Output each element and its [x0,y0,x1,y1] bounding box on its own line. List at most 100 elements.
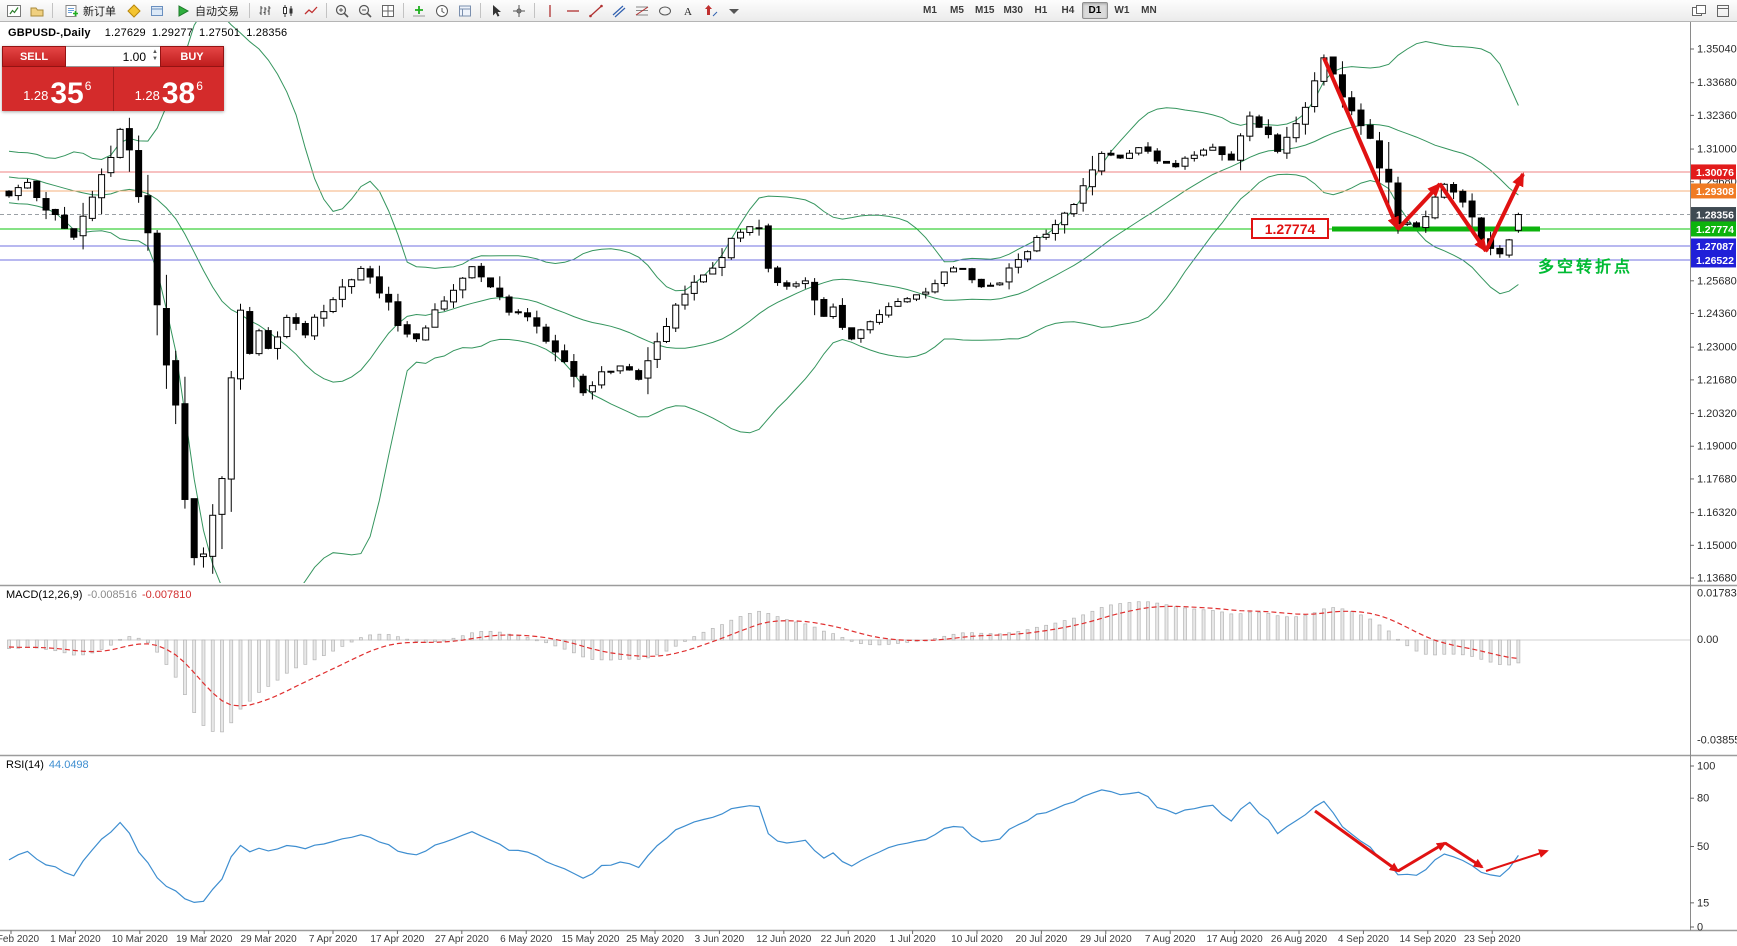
spin-down-icon[interactable]: ▼ [152,56,158,62]
svg-text:80: 80 [1697,793,1709,805]
svg-text:1.20320: 1.20320 [1697,408,1737,420]
turning-point-note: 多空转折点 [1538,259,1634,276]
arrange-windows-icon[interactable] [1688,2,1710,20]
sell-price-prefix: 1.28 [23,88,49,103]
svg-text:26 Aug 2020: 26 Aug 2020 [1271,934,1328,945]
svg-text:29 Mar 2020: 29 Mar 2020 [241,934,298,945]
timeframe-m5[interactable]: M5 [950,5,964,16]
sell-price-display[interactable]: 1.28 35 6 [2,67,114,111]
line-chart-icon[interactable] [300,2,322,20]
autotrading-play-icon [175,2,191,20]
timeframe-m30[interactable]: M30 [1003,5,1023,16]
new-chart-icon[interactable] [3,2,25,20]
close-value: 1.28356 [246,27,288,39]
svg-text:25 May 2020: 25 May 2020 [626,934,684,945]
rsi-value: 44.0498 [48,759,89,771]
svg-text:19 Mar 2020: 19 Mar 2020 [176,934,233,945]
buy-button[interactable]: BUY [160,46,224,67]
svg-text:12 Jun 2020: 12 Jun 2020 [756,934,811,945]
crosshair-icon[interactable] [508,2,530,20]
trendline-icon[interactable] [585,2,607,20]
svg-text:14 Sep 2020: 14 Sep 2020 [1399,934,1456,945]
buy-price-prefix: 1.28 [134,88,160,103]
svg-text:0: 0 [1697,922,1703,934]
fibonacci-icon[interactable] [631,2,653,20]
profiles-icon[interactable] [26,2,48,20]
buy-price-big: 38 [161,77,196,110]
market-watch-icon[interactable] [146,2,168,20]
symbol-period-label: GBPUSD-,Daily [8,27,91,39]
buy-price-display[interactable]: 1.28 38 6 [113,67,224,111]
zoom-in-icon[interactable] [331,2,353,20]
chart-canvas[interactable]: 1.350401.336801.323601.310001.296801.256… [0,22,1737,946]
objects-dropdown-icon[interactable] [723,2,745,20]
svg-text:17 Aug 2020: 17 Aug 2020 [1207,934,1264,945]
svg-text:-0.038559: -0.038559 [1697,734,1737,746]
volume-spinner[interactable]: ▲ ▼ [152,49,158,63]
sell-price-pipette: 6 [84,79,92,93]
toolbar-separator [52,3,53,18]
svg-text:1.28356: 1.28356 [1696,210,1734,222]
svg-text:1.32360: 1.32360 [1697,110,1737,122]
volume-input[interactable]: 1.00 ▲ ▼ [66,46,160,67]
new-order-icon [63,2,79,20]
candlestick-chart-icon[interactable] [277,2,299,20]
svg-text:1.24360: 1.24360 [1697,308,1737,320]
tile-windows-icon[interactable] [377,2,399,20]
svg-text:100: 100 [1697,761,1715,773]
bar-chart-icon[interactable] [254,2,276,20]
rsi-name: RSI(14) [6,759,44,771]
macd-signal-value: -0.007810 [141,589,192,601]
svg-text:0.00: 0.00 [1697,634,1718,646]
timeframe-d1[interactable]: D1 [1081,2,1108,19]
svg-text:15 May 2020: 15 May 2020 [562,934,620,945]
one-click-trading-panel: SELL 1.00 ▲ ▼ BUY 1.28 35 6 1.28 38 6 [2,46,224,111]
periods-icon[interactable] [431,2,453,20]
vertical-line-icon[interactable] [539,2,561,20]
autotrading-button[interactable]: 自动交易 [169,2,245,20]
fullscreen-icon[interactable] [1712,2,1734,20]
svg-text:27 Apr 2020: 27 Apr 2020 [435,934,489,945]
timeframe-w1[interactable]: W1 [1114,5,1130,16]
timeframe-h1[interactable]: H1 [1034,5,1048,16]
chart-ohlc-header: GBPUSD-,Daily 1.27629 1.29277 1.27501 1.2835… [8,27,287,39]
spin-up-icon[interactable]: ▲ [152,49,158,55]
svg-text:10 Jul 2020: 10 Jul 2020 [951,934,1003,945]
svg-text:1.17680: 1.17680 [1697,473,1737,485]
toolbar-separator [326,3,327,18]
shapes-icon[interactable] [654,2,676,20]
svg-text:1.23000: 1.23000 [1697,342,1737,354]
price-axis[interactable] [1690,22,1737,930]
toolbar-separator [534,3,535,18]
svg-text:50: 50 [1697,841,1709,853]
horizontal-line-icon[interactable] [562,2,584,20]
macd-name: MACD(12,26,9) [6,589,83,601]
sell-button[interactable]: SELL [2,46,66,67]
new-order-label: 新订单 [83,5,116,18]
equidistant-channel-icon[interactable] [608,2,630,20]
svg-text:1.31000: 1.31000 [1697,144,1737,156]
macd-main-value: -0.008516 [87,589,137,601]
svg-text:10 Mar 2020: 10 Mar 2020 [112,934,169,945]
svg-text:1.15000: 1.15000 [1697,540,1737,552]
timeframe-m1[interactable]: M1 [923,5,937,16]
arrows-tool-icon[interactable] [700,2,722,20]
zoom-out-icon[interactable] [354,2,376,20]
indicators-icon[interactable] [408,2,430,20]
metaeditor-icon[interactable] [123,2,145,20]
svg-text:1.25680: 1.25680 [1697,275,1737,287]
timeframe-m15[interactable]: M15 [975,5,995,16]
autotrading-label: 自动交易 [195,5,239,18]
timeframe-h4[interactable]: H4 [1061,5,1075,16]
cursor-icon[interactable] [485,2,507,20]
new-order-button[interactable]: 新订单 [57,2,122,20]
toolbar-separator [480,3,481,18]
time-axis[interactable] [0,930,1690,946]
svg-text:1.29308: 1.29308 [1696,186,1734,198]
svg-text:1.27774: 1.27774 [1696,224,1734,236]
templates-icon[interactable] [454,2,476,20]
timeframe-mn[interactable]: MN [1141,5,1157,16]
text-icon[interactable]: A [677,2,699,20]
svg-text:1.19000: 1.19000 [1697,441,1737,453]
svg-text:1.30076: 1.30076 [1696,167,1734,179]
